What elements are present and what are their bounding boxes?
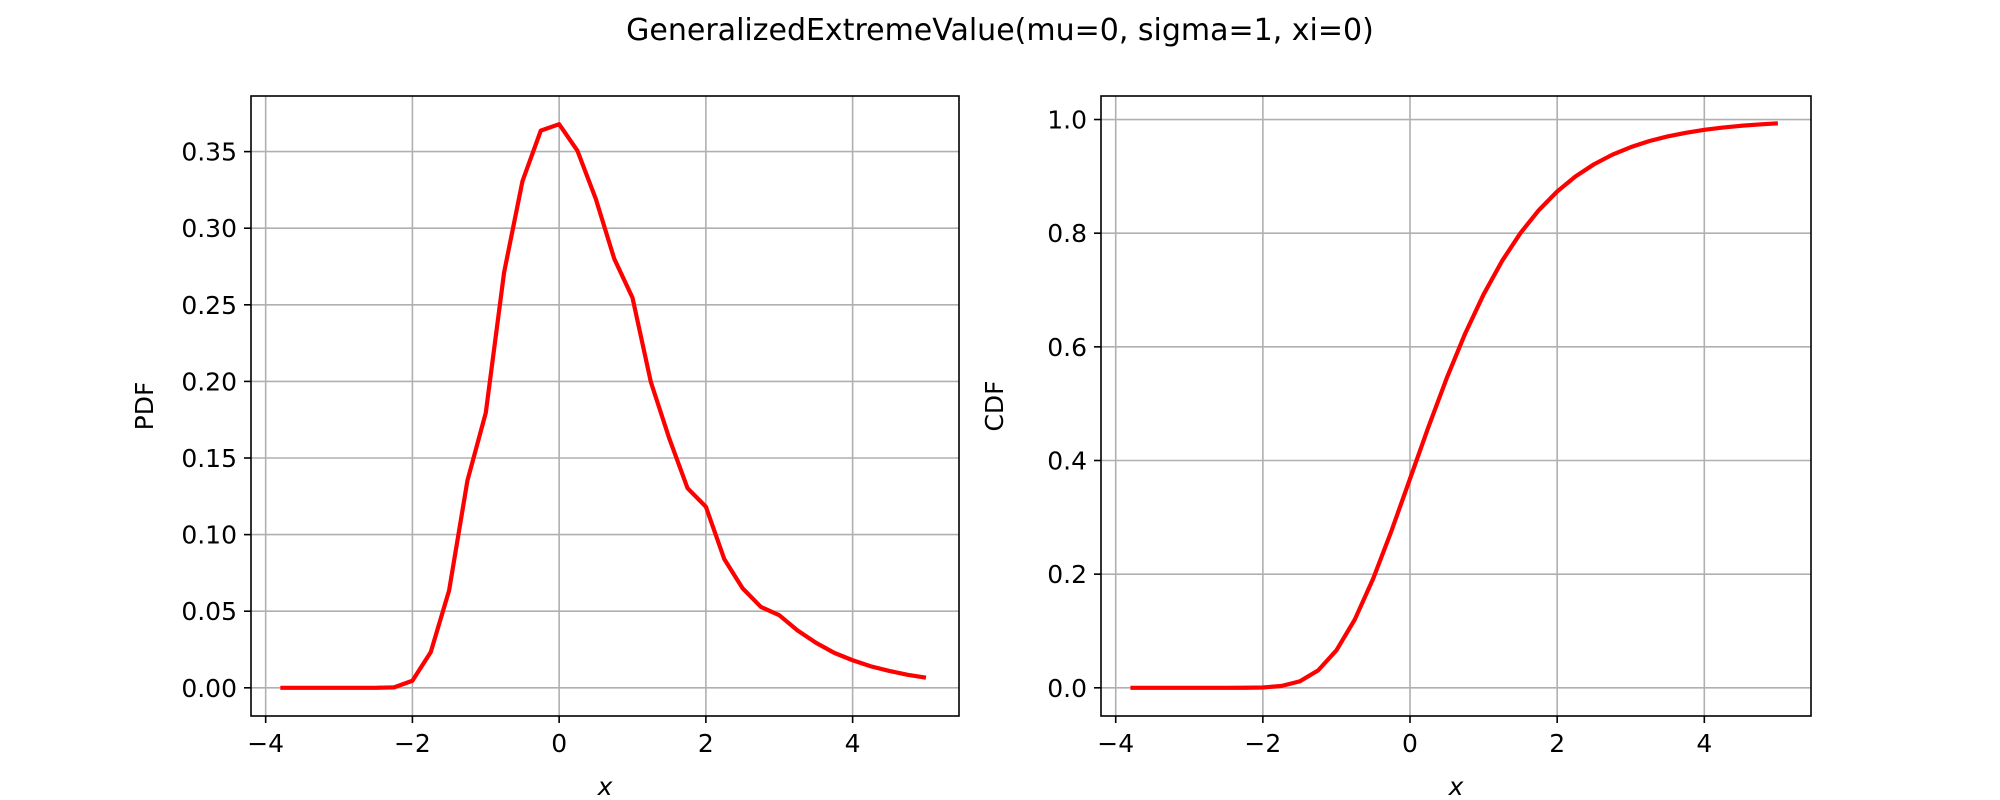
y-axis-label: CDF xyxy=(980,380,1009,431)
y-tick-label: 0.20 xyxy=(181,367,237,396)
x-axis-label: x xyxy=(1448,772,1464,800)
y-tick-label: 0.10 xyxy=(181,521,237,550)
y-tick-label: 0.0 xyxy=(1047,674,1087,703)
y-tick-label: 0.00 xyxy=(181,674,237,703)
x-tick-label: 0 xyxy=(1402,729,1418,758)
x-tick-label: 4 xyxy=(845,729,861,758)
x-tick-label: 4 xyxy=(1696,729,1712,758)
axes-frame xyxy=(250,95,960,717)
y-tick-label: 0.6 xyxy=(1047,333,1087,362)
x-tick-label: −4 xyxy=(247,729,284,758)
y-tick-label: 0.2 xyxy=(1047,560,1087,589)
x-tick-label: −4 xyxy=(1097,729,1134,758)
y-tick-label: 0.4 xyxy=(1047,446,1087,475)
y-tick-label: 1.0 xyxy=(1047,106,1087,135)
axes-frame xyxy=(1100,95,1812,717)
x-tick-label: −2 xyxy=(1244,729,1281,758)
x-tick-label: 2 xyxy=(1549,729,1565,758)
figure-title: GeneralizedExtremeValue(mu=0, sigma=1, x… xyxy=(626,13,1374,48)
y-tick-label: 0.05 xyxy=(181,597,237,626)
x-tick-label: −2 xyxy=(394,729,431,758)
y-tick-label: 0.30 xyxy=(181,214,237,243)
y-tick-label: 0.8 xyxy=(1047,219,1087,248)
series-line xyxy=(280,122,927,690)
x-axis-label: x xyxy=(597,772,613,800)
cdf-panel: −4 −2 0 2 4 0.0 0.2 0.4 0.6 0.8 1.0 x CDF xyxy=(980,95,1812,800)
y-tick-label: 0.15 xyxy=(181,444,237,473)
y-tick-label: 0.35 xyxy=(181,138,237,167)
pdf-panel: −4 −2 0 2 4 0.00 0.05 0.10 0.15 0.20 0.25 0.30 0.35 x… xyxy=(130,95,960,800)
x-tick-label: 2 xyxy=(698,729,714,758)
x-tick-label: 0 xyxy=(551,729,567,758)
y-axis-label: PDF xyxy=(130,382,159,431)
series-line xyxy=(1130,121,1779,690)
y-tick-label: 0.25 xyxy=(181,291,237,320)
